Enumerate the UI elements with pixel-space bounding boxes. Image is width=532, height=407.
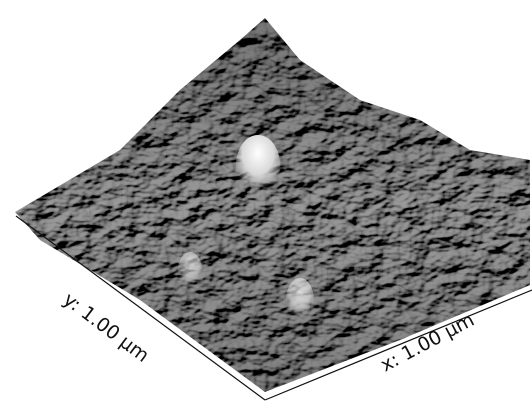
page: y: 1.00 µm x: 1.00 µm (() => { const dat… <box>0 0 532 407</box>
bright-peak <box>236 135 280 195</box>
y-axis-label: y: 1.00 µm <box>59 288 153 367</box>
afm-image: y: 1.00 µm x: 1.00 µm <box>0 0 532 407</box>
peak <box>178 252 202 288</box>
peak <box>286 278 314 322</box>
